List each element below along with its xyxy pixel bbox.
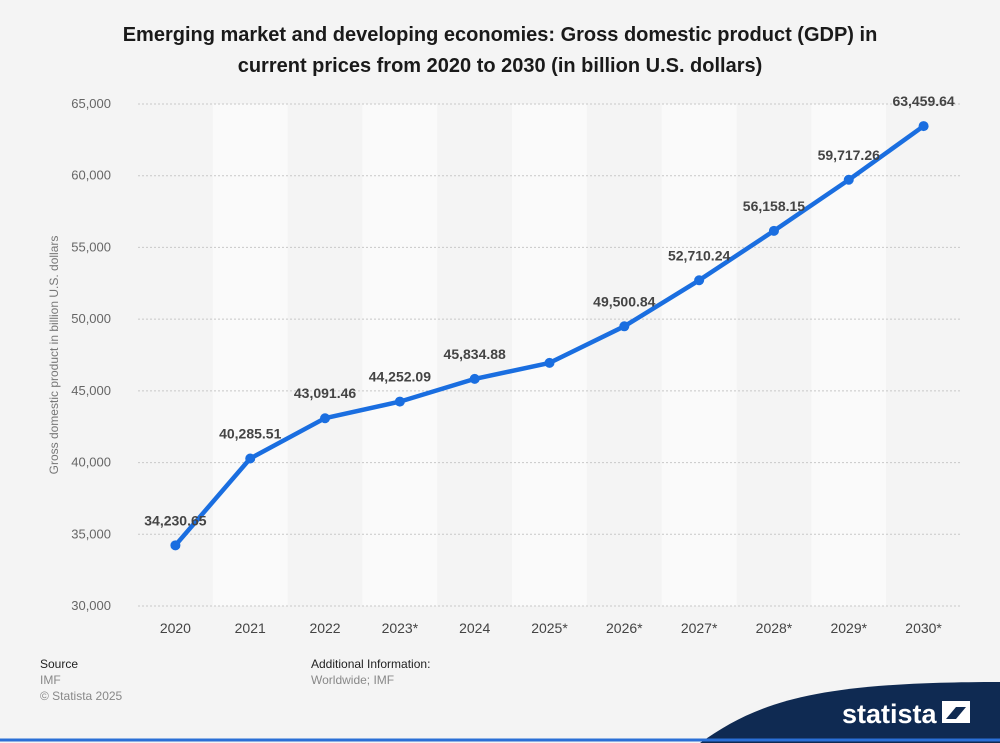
data-point[interactable] — [843, 174, 854, 185]
x-axis-ticks: 2020 2021 2022 2023* 2024 2025* 2026* 2027* 2028… — [160, 620, 943, 636]
chart-title-line-2: current prices from 2020 to 2030 (in bil… — [237, 55, 763, 77]
data-point[interactable] — [768, 225, 779, 236]
series-points — [170, 121, 929, 551]
source-heading: Source — [40, 657, 79, 671]
y-tick-label: 65,000 — [71, 96, 111, 111]
data-point[interactable] — [544, 357, 555, 368]
additional-info-block: Additional Information: Worldwide; IMF — [311, 656, 430, 688]
data-point[interactable] — [170, 540, 181, 551]
x-tick-label: 2021 — [235, 620, 266, 636]
data-label: 43,091.46 — [294, 385, 356, 401]
x-tick-label: 2028* — [756, 620, 793, 636]
y-axis-label: Gross domestic product in billion U.S. d… — [47, 236, 61, 475]
x-tick-label: 2025* — [531, 620, 568, 636]
x-tick-label: 2026* — [606, 620, 643, 636]
y-tick-label: 50,000 — [71, 311, 111, 326]
column-band — [212, 104, 288, 606]
column-band — [736, 104, 812, 606]
data-point[interactable] — [245, 453, 256, 464]
additional-info-heading: Additional Information: — [311, 657, 431, 671]
column-band — [437, 104, 513, 606]
data-point[interactable] — [394, 396, 405, 407]
column-band — [138, 104, 213, 606]
x-tick-label: 2023* — [382, 620, 419, 636]
source-value[interactable]: IMF — [40, 673, 61, 687]
data-point[interactable] — [320, 413, 331, 424]
y-tick-label: 35,000 — [71, 526, 111, 541]
data-label: 49,500.84 — [593, 293, 655, 309]
data-labels: 34,230.65 40,285.51 43,091.46 44,252.09 45,8… — [144, 93, 955, 528]
y-tick-label: 45,000 — [71, 383, 111, 398]
chart-title-line-1: Emerging market and developing economies… — [122, 24, 878, 46]
data-point[interactable] — [619, 321, 630, 332]
y-tick-label: 60,000 — [71, 168, 111, 183]
y-axis-ticks: 30,000 35,000 40,000 45,000 50,000 55,000 60,0… — [71, 96, 111, 613]
column-band — [661, 104, 737, 606]
data-point[interactable] — [694, 275, 705, 286]
x-tick-label: 2024 — [459, 620, 490, 636]
x-tick-label: 2029* — [830, 620, 867, 636]
copyright: © Statista 2025 — [40, 689, 123, 703]
data-point[interactable] — [918, 121, 929, 132]
y-tick-label: 55,000 — [71, 239, 111, 254]
source-block: Source IMF © Statista 2025 — [40, 656, 122, 704]
column-band — [512, 104, 587, 606]
column-bands — [138, 104, 961, 606]
data-label: 52,710.24 — [668, 247, 730, 263]
column-band — [287, 104, 363, 606]
x-tick-label: 2027* — [681, 620, 718, 636]
column-band — [811, 104, 887, 606]
y-tick-label: 30,000 — [71, 598, 111, 613]
data-label: 34,230.65 — [144, 512, 206, 528]
data-point[interactable] — [469, 373, 480, 384]
chart-title: Emerging market and developing economies… — [0, 20, 1000, 82]
data-label: 45,834.88 — [444, 346, 506, 362]
column-band — [586, 104, 662, 606]
data-label: 44,252.09 — [369, 369, 431, 385]
data-label: 63,459.64 — [892, 93, 954, 109]
data-label: 40,285.51 — [219, 425, 281, 441]
y-tick-label: 40,000 — [71, 455, 111, 470]
data-label: 59,717.26 — [818, 147, 880, 163]
additional-info-value: Worldwide; IMF — [311, 673, 395, 687]
gridlines — [138, 103, 961, 607]
x-tick-label: 2020 — [160, 620, 191, 636]
x-tick-label: 2030* — [905, 620, 942, 636]
data-label: 56,158.15 — [743, 198, 805, 214]
column-band — [362, 104, 438, 606]
x-tick-label: 2022 — [309, 620, 340, 636]
column-band — [886, 104, 961, 606]
